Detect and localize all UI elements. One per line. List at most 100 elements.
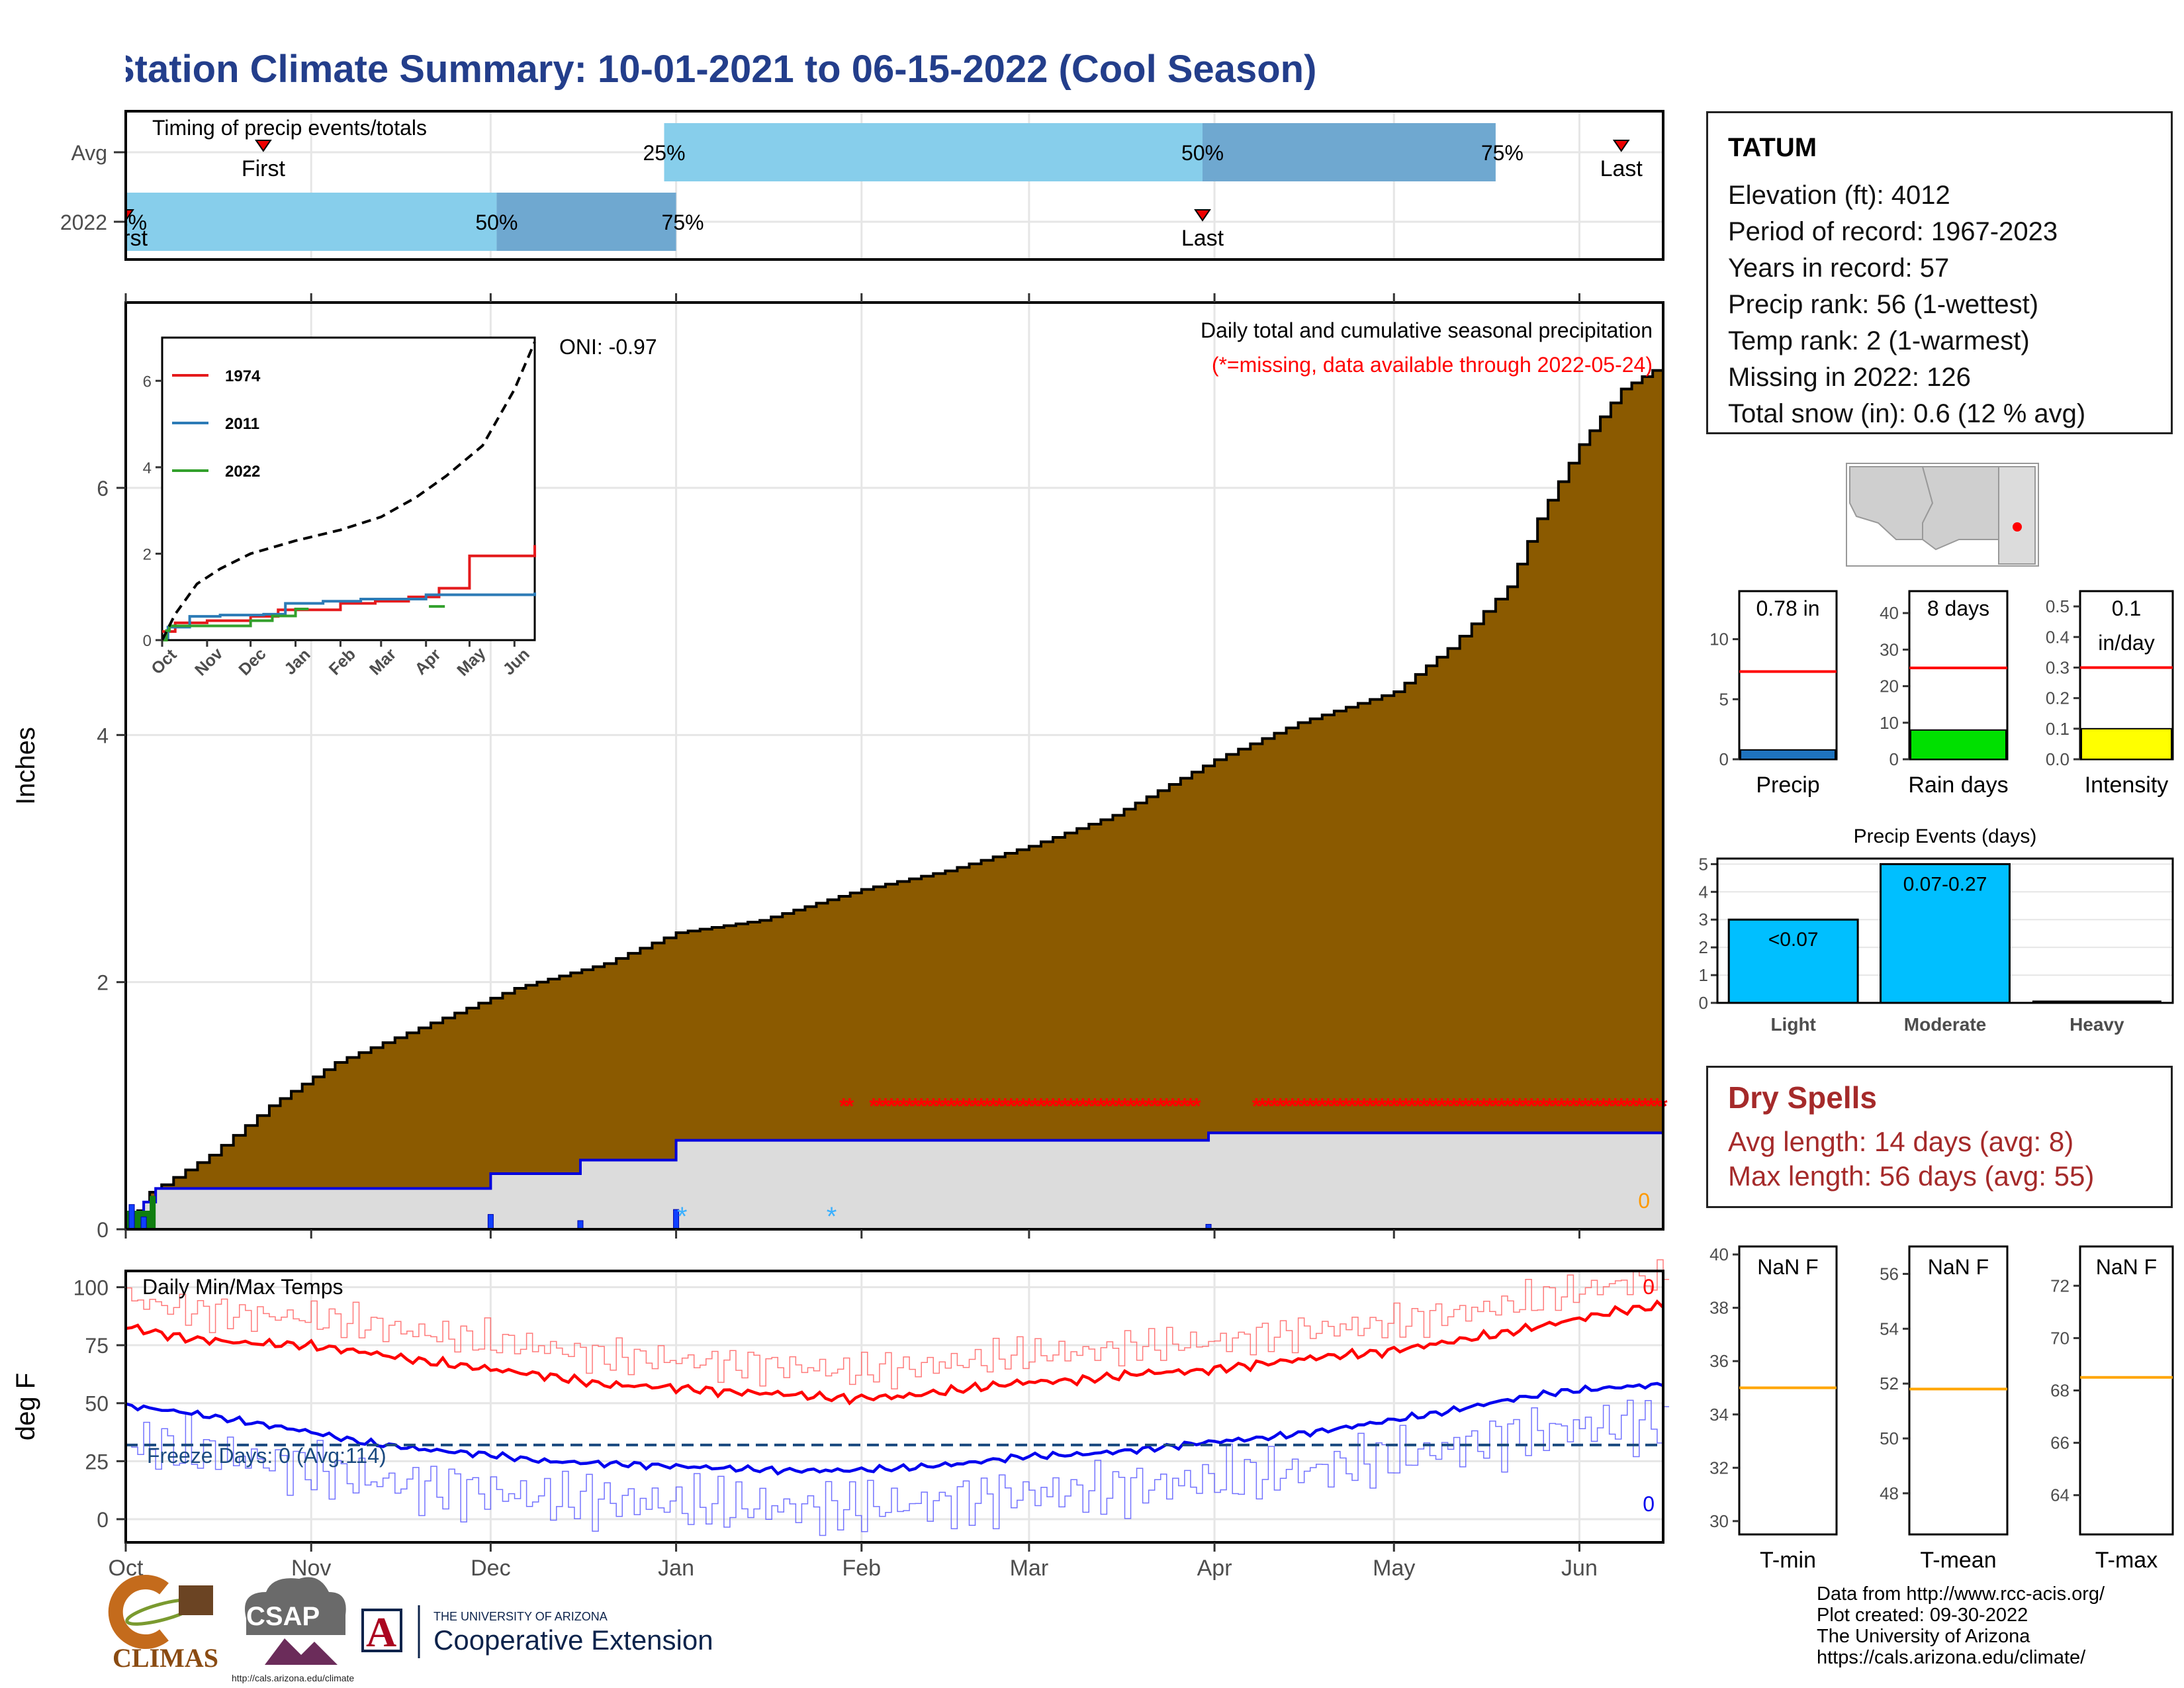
footer-credits: Data from http://www.rcc-acis.org/ Plot … (1817, 1583, 2105, 1668)
dry-spells-avg: Avg length: 14 days (avg: 8) (1728, 1126, 2074, 1157)
precip-missing-marker: * (1192, 1094, 1201, 1119)
precip-missing-marker: * (1426, 1094, 1435, 1119)
timing-pct-75: 75% (1481, 141, 1524, 165)
precip-y-tick-label: 0 (97, 1218, 109, 1242)
footer-line-url: https://cals.arizona.edu/climate/ (1817, 1647, 2086, 1668)
precip-events-chart: 0 1 2 3 4 5 <0.07 Light 0.07-0.27 Moderate Heavy Pr… (1699, 825, 2174, 1035)
precip-missing-marker: * (1120, 1094, 1130, 1119)
precip-missing-marker: * (1390, 1094, 1399, 1119)
gauge-value-unit: in/day (2098, 631, 2154, 655)
precip-observed-cumulative-area (126, 1131, 1663, 1229)
precip-missing-marker: * (1073, 1094, 1082, 1119)
precip-missing-marker: * (875, 1094, 884, 1119)
gauge-y-tick-label: 30 (1880, 639, 1899, 659)
temps-x-tick-label: Mar (1010, 1556, 1049, 1581)
climas-logo-mark (108, 1575, 169, 1649)
precip-missing-marker: * (1527, 1094, 1537, 1119)
timing-first-label: First (242, 156, 286, 181)
events-bar-label: <0.07 (1768, 929, 1819, 951)
precip-missing-marker: * (887, 1094, 896, 1119)
precip-missing-marker: * (1378, 1094, 1387, 1119)
precip-missing-marker: * (1060, 1094, 1069, 1119)
temp-gauge-frame (1738, 1245, 1838, 1536)
temps-x-tick-label: Jan (658, 1556, 694, 1581)
gauge-label: Rain days (1908, 773, 2008, 798)
station-info-box: TATUM Elevation (ft): 4012 Period of rec… (1706, 111, 2173, 434)
precip-missing-marker: * (1306, 1094, 1315, 1119)
precip-missing-marker: * (1342, 1094, 1351, 1119)
station-name: TATUM (1728, 133, 1817, 162)
timing-pct-75: 75% (662, 211, 704, 234)
precip-missing-marker: * (1575, 1094, 1584, 1119)
precip-missing-marker: * (1455, 1094, 1465, 1119)
precip-missing-marker: * (1420, 1094, 1429, 1119)
precip-missing-marker: * (1491, 1094, 1500, 1119)
events-y-tick-label: 2 (1699, 937, 1708, 957)
precip-missing-marker: * (1312, 1094, 1321, 1119)
inset-average-dashed-line (161, 341, 536, 641)
inset-y-tick-label: 6 (143, 373, 152, 391)
timing-last-label: Last (1600, 156, 1643, 181)
precip-missing-marker: * (1162, 1094, 1171, 1119)
temp-gauge-frame (2079, 1245, 2174, 1536)
temp-gauge-y-tick-label: 64 (2050, 1485, 2070, 1505)
inset-legend-label: 2022 (225, 463, 260, 481)
timing-last-marker (1194, 209, 1211, 222)
ua-logo-shield (361, 1609, 402, 1652)
precip-missing-marker: * (1085, 1094, 1094, 1119)
events-x-tick-label: Moderate (1904, 1014, 1986, 1035)
inset-series-line (162, 545, 536, 633)
precip-missing-marker: * (1174, 1094, 1183, 1119)
precip-missing-marker: * (1396, 1094, 1405, 1119)
footer-line-university: The University of Arizona (1817, 1626, 2030, 1647)
timing-first-marker (254, 140, 272, 152)
precip-missing-marker: * (1521, 1094, 1530, 1119)
precip-missing-marker: * (1079, 1094, 1088, 1119)
precip-observed-cumulative-line (126, 1131, 1664, 1231)
precip-missing-marker: * (1581, 1094, 1590, 1119)
gauge-value-label: 8 days (1927, 596, 1989, 620)
temp-gauge-y-tick-label: 68 (2050, 1381, 2070, 1401)
gauge-y-tick-label: 10 (1880, 713, 1899, 733)
timing-bar-q2 (1203, 123, 1496, 181)
map-texas (1998, 466, 2036, 565)
precip-missing-marker: * (1533, 1094, 1543, 1119)
precip-missing-marker: * (1103, 1094, 1112, 1119)
temp-gauge-label: T-mean (1920, 1548, 1996, 1573)
gauge-y-tick-label: 0.5 (2046, 596, 2070, 616)
precip-missing-marker: * (1557, 1094, 1567, 1119)
temps-daily-max-line (126, 1259, 1670, 1389)
gauge-value-label: 0.78 in (1756, 596, 1819, 620)
timing-bar-q1 (664, 123, 1203, 181)
precip-missing-marker: * (881, 1094, 890, 1119)
precip-missing-marker: * (1156, 1094, 1165, 1119)
precip-missing-marker: * (839, 1094, 848, 1119)
temp-gauge-y-tick-label: 38 (1709, 1298, 1729, 1318)
precip-missing-marker: * (905, 1094, 914, 1119)
precip-missing-marker: * (959, 1094, 968, 1119)
temperature-gauges: NaN F 30 32 34 36 38 40 T-min NaN F 48 50 52 54 56 T-m… (1709, 1244, 2174, 1573)
dry-spells-box: Dry Spells Avg length: 14 days (avg: 8) … (1706, 1066, 2173, 1208)
precip-missing-marker: * (1132, 1094, 1142, 1119)
precip-missing-marker: * (1030, 1094, 1040, 1119)
precip-daily-bar (128, 1204, 135, 1230)
precip-daily-bar (140, 1216, 147, 1230)
gauge-y-tick-label: 10 (1709, 630, 1729, 649)
temp-gauge-label: T-min (1760, 1548, 1816, 1573)
precip-subtitle: (*=missing, data available through 2022-… (1212, 353, 1653, 377)
temps-y-tick-label: 75 (85, 1334, 109, 1358)
station-location-marker (2013, 522, 2022, 532)
precip-missing-marker: * (1617, 1094, 1626, 1119)
temps-x-tick-label: Nov (291, 1556, 331, 1581)
precip-missing-marker: * (1473, 1094, 1482, 1119)
precip-missing-marker: * (941, 1094, 950, 1119)
precip-missing-marker: * (1485, 1094, 1494, 1119)
precip-missing-marker: * (1186, 1094, 1195, 1119)
timing-left-mask (0, 0, 126, 265)
precip-missing-marker: * (1461, 1094, 1471, 1119)
precip-missing-marker: * (1288, 1094, 1297, 1119)
precip-missing-marker: * (1024, 1094, 1034, 1119)
precip-missing-marker: * (1067, 1094, 1076, 1119)
temp-gauge-y-tick-label: 70 (2050, 1328, 2070, 1348)
precip-missing-marker: * (1180, 1094, 1189, 1119)
